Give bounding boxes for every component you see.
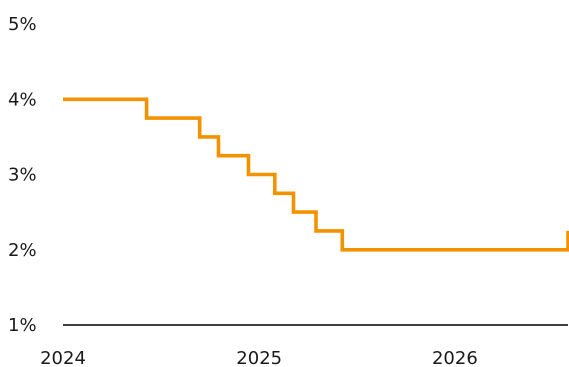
x-tick-label: 2025: [236, 348, 282, 367]
series-group: [63, 97, 569, 252]
x-tick-label: 2024: [40, 348, 86, 367]
y-tick-label: 5%: [8, 14, 37, 35]
y-tick-label: 4%: [8, 89, 37, 110]
x-tick-label: 2026: [432, 348, 478, 367]
x-axis-tick-labels: 2024 2025 2026: [40, 348, 478, 367]
y-tick-label: 2%: [8, 240, 37, 261]
series-line: [63, 97, 569, 252]
y-tick-label: 1%: [8, 315, 37, 336]
y-axis-tick-labels: 1% 2% 3% 4% 5%: [8, 14, 37, 336]
y-tick-label: 3%: [8, 165, 37, 186]
